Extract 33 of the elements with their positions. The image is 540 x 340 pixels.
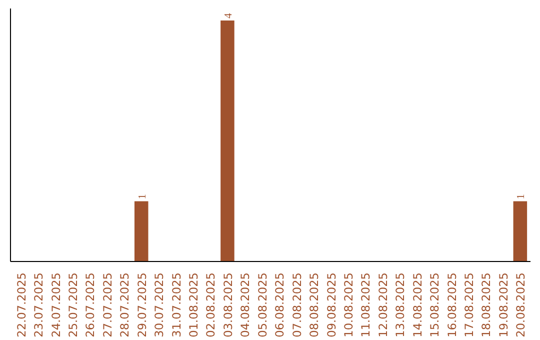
x-tick-label: 02.08.2025 [204, 272, 218, 338]
x-tick-label: 17.08.2025 [462, 272, 476, 338]
x-tick-label: 24.07.2025 [48, 272, 63, 338]
x-tick-label: 03.08.2025 [220, 272, 235, 338]
x-tick-label: 01.08.2025 [186, 272, 201, 338]
data-label: 1 [516, 194, 528, 200]
x-tick-label: 14.08.2025 [410, 272, 424, 338]
x-tick-label: 08.08.2025 [307, 272, 322, 338]
x-tick-label: 18.08.2025 [479, 272, 494, 338]
x-tick-label: 05.08.2025 [255, 272, 270, 338]
data-label: 4 [223, 12, 234, 19]
x-tick-label: 16.08.2025 [444, 272, 459, 338]
x-tick-label: 20.08.2025 [514, 272, 528, 338]
x-tick-label: 25.07.2025 [66, 272, 80, 338]
x-tick-label: 13.08.2025 [393, 272, 408, 338]
data-label: 1 [137, 194, 148, 200]
x-tick-label: 31.07.2025 [169, 272, 184, 338]
x-tick-label: 29.07.2025 [134, 272, 149, 338]
x-tick-label: 19.08.2025 [496, 272, 510, 338]
x-tick-label: 15.08.2025 [428, 272, 442, 338]
x-tick-label: 26.07.2025 [83, 272, 98, 338]
x-tick-label: 09.08.2025 [324, 272, 338, 338]
x-tick-label: 30.07.2025 [152, 272, 166, 338]
x-tick-label: 07.08.2025 [290, 272, 304, 338]
x-tick-label: 27.07.2025 [100, 272, 114, 338]
x-tick-label: 12.08.2025 [376, 272, 390, 338]
x-tick-label: 11.08.2025 [358, 272, 373, 338]
x-tick-label: 04.08.2025 [238, 272, 252, 338]
x-tick-label: 06.08.2025 [272, 272, 287, 338]
x-tick-label: 10.08.2025 [341, 272, 356, 338]
x-tick-label: 23.07.2025 [32, 272, 46, 338]
x-tick-label: 22.07.2025 [14, 272, 28, 338]
x-tick-label: 28.07.2025 [118, 272, 132, 338]
